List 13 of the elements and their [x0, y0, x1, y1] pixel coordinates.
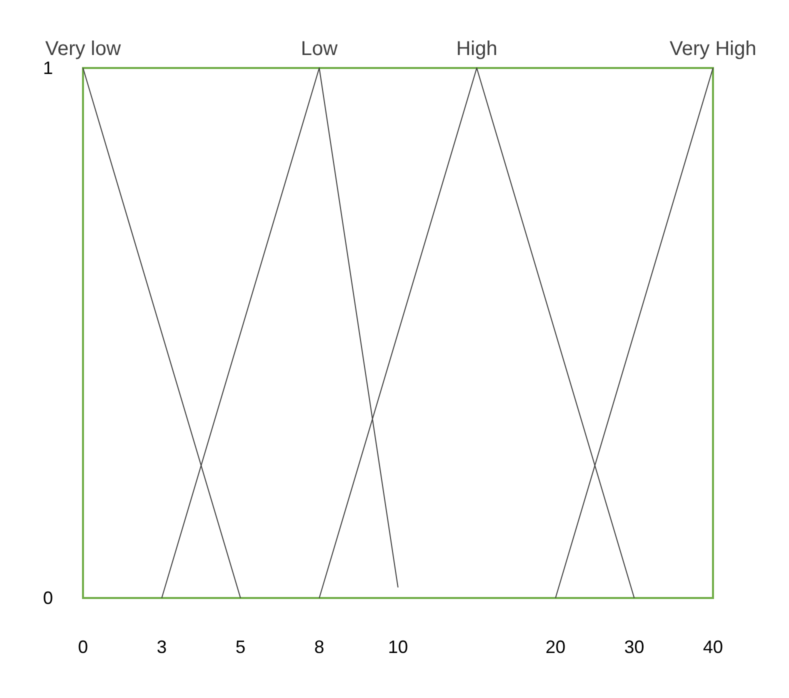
- series-label: Very low: [45, 38, 122, 60]
- x-tick-label: 5: [235, 637, 246, 657]
- x-tick-label: 3: [156, 637, 167, 657]
- series-label: High: [456, 38, 498, 60]
- y-tick-label: 1: [42, 58, 53, 78]
- x-tick-label: 10: [388, 637, 408, 657]
- x-tick-label: 40: [702, 637, 724, 657]
- x-tick-label: 0: [78, 637, 88, 657]
- x-tick-label: 30: [624, 637, 644, 657]
- x-tick-label: 8: [314, 637, 324, 657]
- x-tick-label: 20: [545, 637, 566, 657]
- series-label: Low: [300, 38, 338, 60]
- series-label: Very High: [670, 38, 756, 60]
